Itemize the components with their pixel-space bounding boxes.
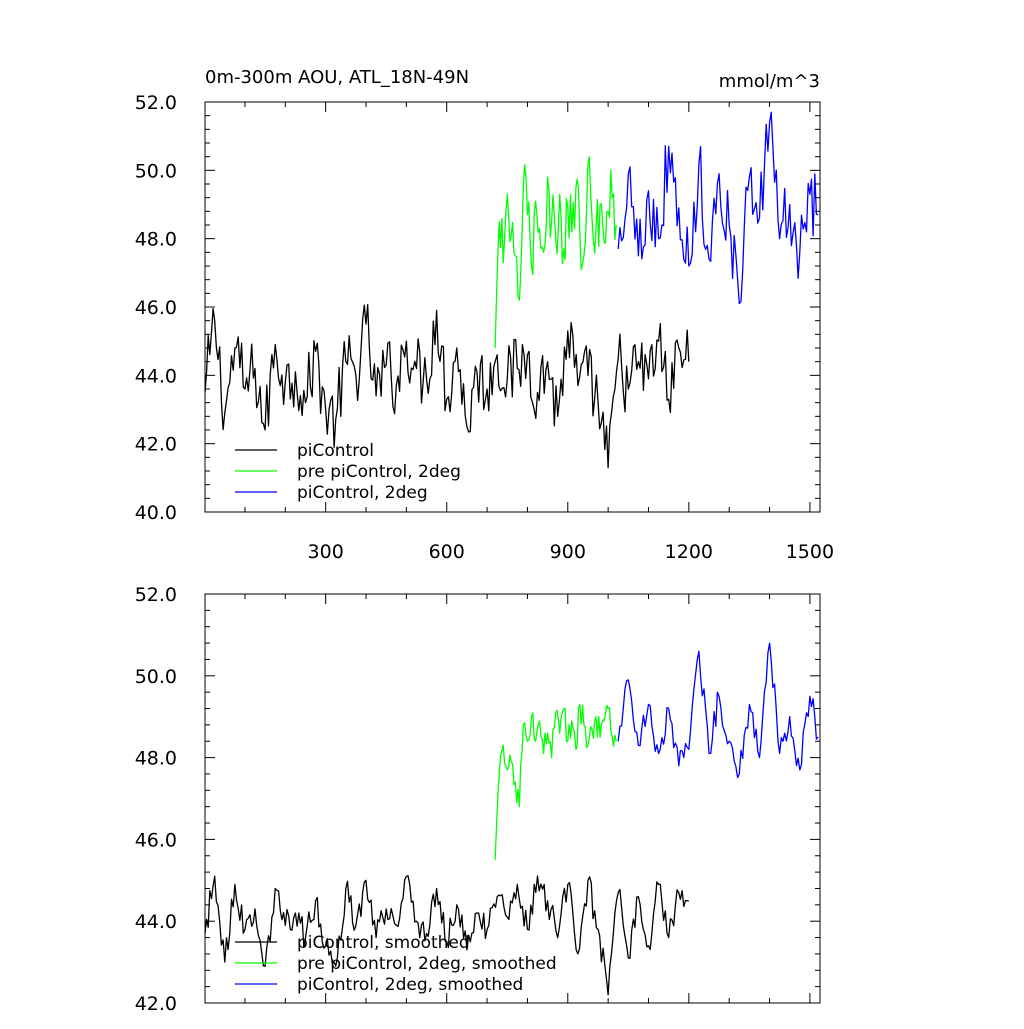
x-tick-label: 600	[429, 541, 465, 563]
y-tick-label: 50.0	[135, 160, 177, 182]
y-tick-label: 48.0	[135, 748, 177, 770]
y-tick-label: 48.0	[135, 229, 177, 251]
plot-frame	[204, 593, 821, 1004]
y-tick-label: 44.0	[135, 365, 177, 387]
axes-bottom: 42.0 44.0 46.0 48.0 50.0 52.0	[135, 584, 821, 1015]
top-panel: 0m-300m AOU, ATL_18N-49N mmol/m^3 300 600…	[135, 67, 834, 563]
series-line-pre-picontrol-2deg-smoothed	[494, 703, 617, 860]
legend-label: pre piControl, 2deg	[297, 462, 461, 482]
legend-label: piControl, 2deg	[297, 483, 428, 503]
legend-label: piControl, smoothed	[297, 933, 470, 953]
series-line-pre-picontrol-2deg	[494, 156, 617, 349]
y-tick-label: 52.0	[135, 92, 177, 114]
chart-title: 0m-300m AOU, ATL_18N-49N	[205, 67, 469, 88]
series-line-picontrol-2deg	[617, 111, 819, 305]
y-tick-label: 44.0	[135, 911, 177, 933]
y-tick-label: 46.0	[135, 297, 177, 319]
axes-top: 300 600 900 1200 1500 40.0 42.0 44.0 46.0 48.0 50.…	[135, 92, 834, 563]
y-tick-label: 50.0	[135, 666, 177, 688]
y-tick-label: 46.0	[135, 829, 177, 851]
y-tick-label: 40.0	[135, 502, 177, 524]
legend-label: piControl, 2deg, smoothed	[297, 975, 523, 995]
series-layer-top	[204, 111, 819, 469]
units-label: mmol/m^3	[719, 71, 820, 92]
series-line-picontrol	[204, 303, 690, 469]
series-layer-bottom	[204, 642, 819, 996]
legend-label: piControl	[297, 441, 374, 461]
y-tick-label: 42.0	[135, 434, 177, 456]
x-tick-label: 300	[308, 541, 344, 563]
series-line-picontrol-2deg-smoothed	[617, 642, 819, 779]
legend-label: pre piControl, 2deg, smoothed	[297, 954, 557, 974]
series-line-picontrol-smoothed	[204, 875, 689, 996]
bottom-panel: 42.0 44.0 46.0 48.0 50.0 52.0 piControl, smoo…	[135, 584, 821, 1015]
x-tick-label: 900	[550, 541, 586, 563]
y-tick-label: 42.0	[135, 993, 177, 1015]
x-tick-label: 1500	[786, 541, 834, 563]
x-tick-label: 1200	[665, 541, 713, 563]
y-tick-label: 52.0	[135, 584, 177, 606]
